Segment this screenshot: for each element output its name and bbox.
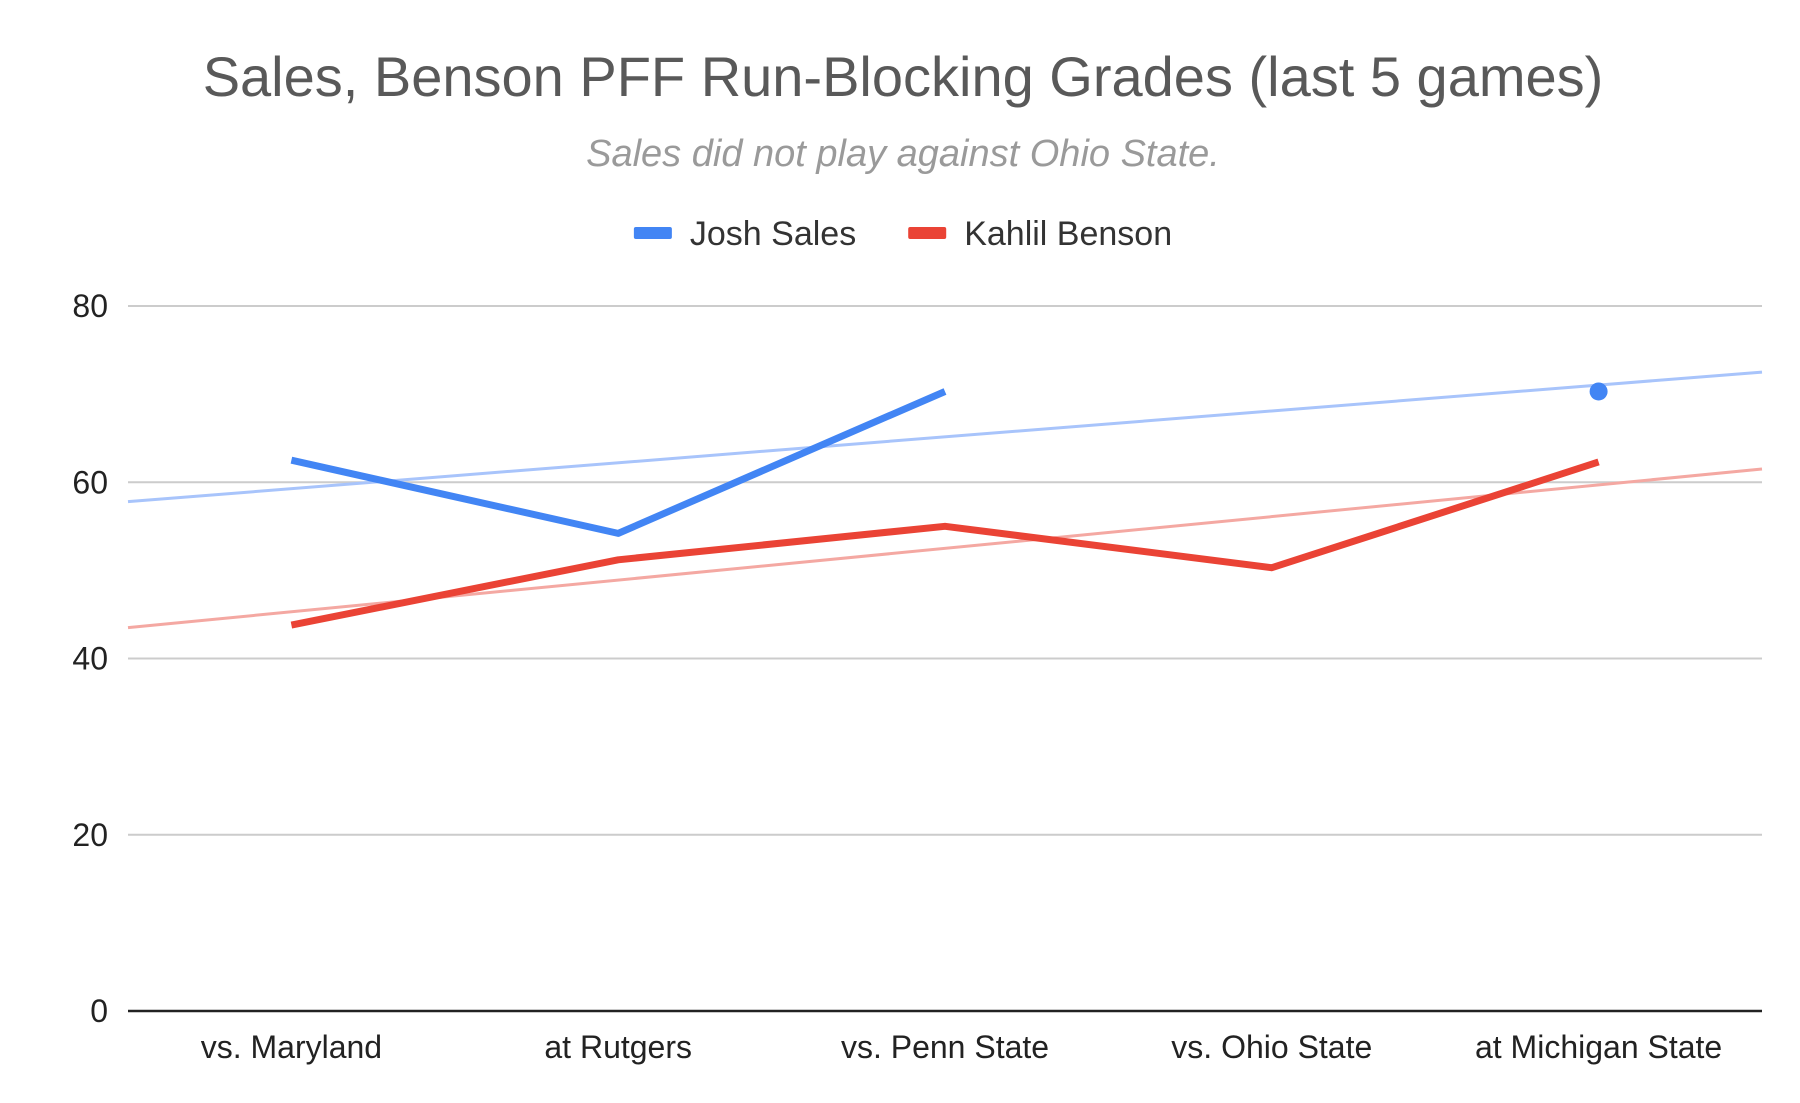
chart-subtitle: Sales did not play against Ohio State. (586, 133, 1220, 175)
y-tick-label-60: 60 (72, 464, 108, 500)
line-josh-sales-segment-1 (290, 388, 947, 537)
gridlines (128, 305, 1762, 836)
trendlines (127, 370, 1763, 630)
legend-label-kahlil-benson: Kahlil Benson (964, 215, 1172, 253)
series-josh-sales (290, 382, 1608, 537)
x-axis: vs. Maryland at Rutgers vs. Penn State vs. … (128, 1009, 1762, 1065)
trendline-josh-sales (127, 370, 1763, 504)
x-tick-label-vs-maryland: vs. Maryland (201, 1029, 382, 1065)
line-kahlil-benson-segment-1 (290, 458, 1600, 629)
x-tick-label-at-rutgers: at Rutgers (544, 1029, 692, 1065)
chart-title: Sales, Benson PFF Run-Blocking Grades (l… (203, 45, 1604, 108)
legend-label-josh-sales: Josh Sales (690, 215, 856, 253)
legend-item-josh-sales: Josh Sales (633, 215, 856, 253)
point-josh-sales-at-michigan-state (1589, 382, 1608, 401)
series-lines (290, 382, 1608, 629)
y-tick-label-20: 20 (72, 817, 108, 853)
y-axis: 0 20 40 60 80 (72, 288, 108, 1029)
x-tick-label-vs-penn-state: vs. Penn State (841, 1029, 1049, 1065)
legend: Josh Sales Kahlil Benson (633, 215, 1172, 253)
series-kahlil-benson (290, 458, 1600, 629)
legend-swatch-kahlil-benson (908, 227, 947, 239)
x-tick-label-at-michigan-state: at Michigan State (1475, 1029, 1722, 1065)
y-tick-label-40: 40 (72, 641, 108, 677)
x-tick-label-vs-ohio-state: vs. Ohio State (1171, 1029, 1372, 1065)
trendline-kahlil-benson (127, 467, 1763, 630)
y-tick-label-80: 80 (72, 288, 108, 324)
legend-swatch-josh-sales (633, 227, 672, 239)
y-tick-label-0: 0 (90, 993, 108, 1029)
legend-item-kahlil-benson: Kahlil Benson (908, 215, 1172, 253)
